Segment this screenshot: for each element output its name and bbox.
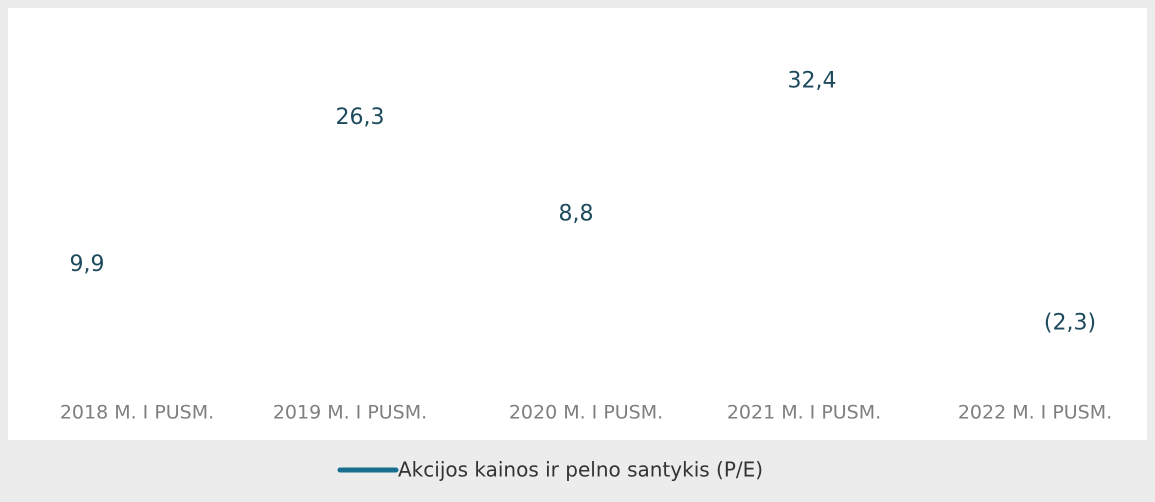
legend-label: Akcijos kainos ir pelno santykis (P/E): [398, 458, 763, 482]
data-label: (2,3): [1044, 310, 1096, 335]
data-label: 9,9: [70, 252, 105, 277]
x-tick-label: 2022 M. I PUSM.: [958, 402, 1112, 424]
x-tick-label: 2018 M. I PUSM.: [60, 402, 214, 424]
plot-background: [8, 8, 1147, 440]
x-tick-label: 2019 M. I PUSM.: [273, 402, 427, 424]
data-label: 26,3: [336, 105, 385, 130]
x-tick-label: 2020 M. I PUSM.: [509, 402, 663, 424]
data-label: 8,8: [559, 202, 594, 227]
x-tick-label: 2021 M. I PUSM.: [727, 402, 881, 424]
data-label: 32,4: [788, 68, 837, 93]
